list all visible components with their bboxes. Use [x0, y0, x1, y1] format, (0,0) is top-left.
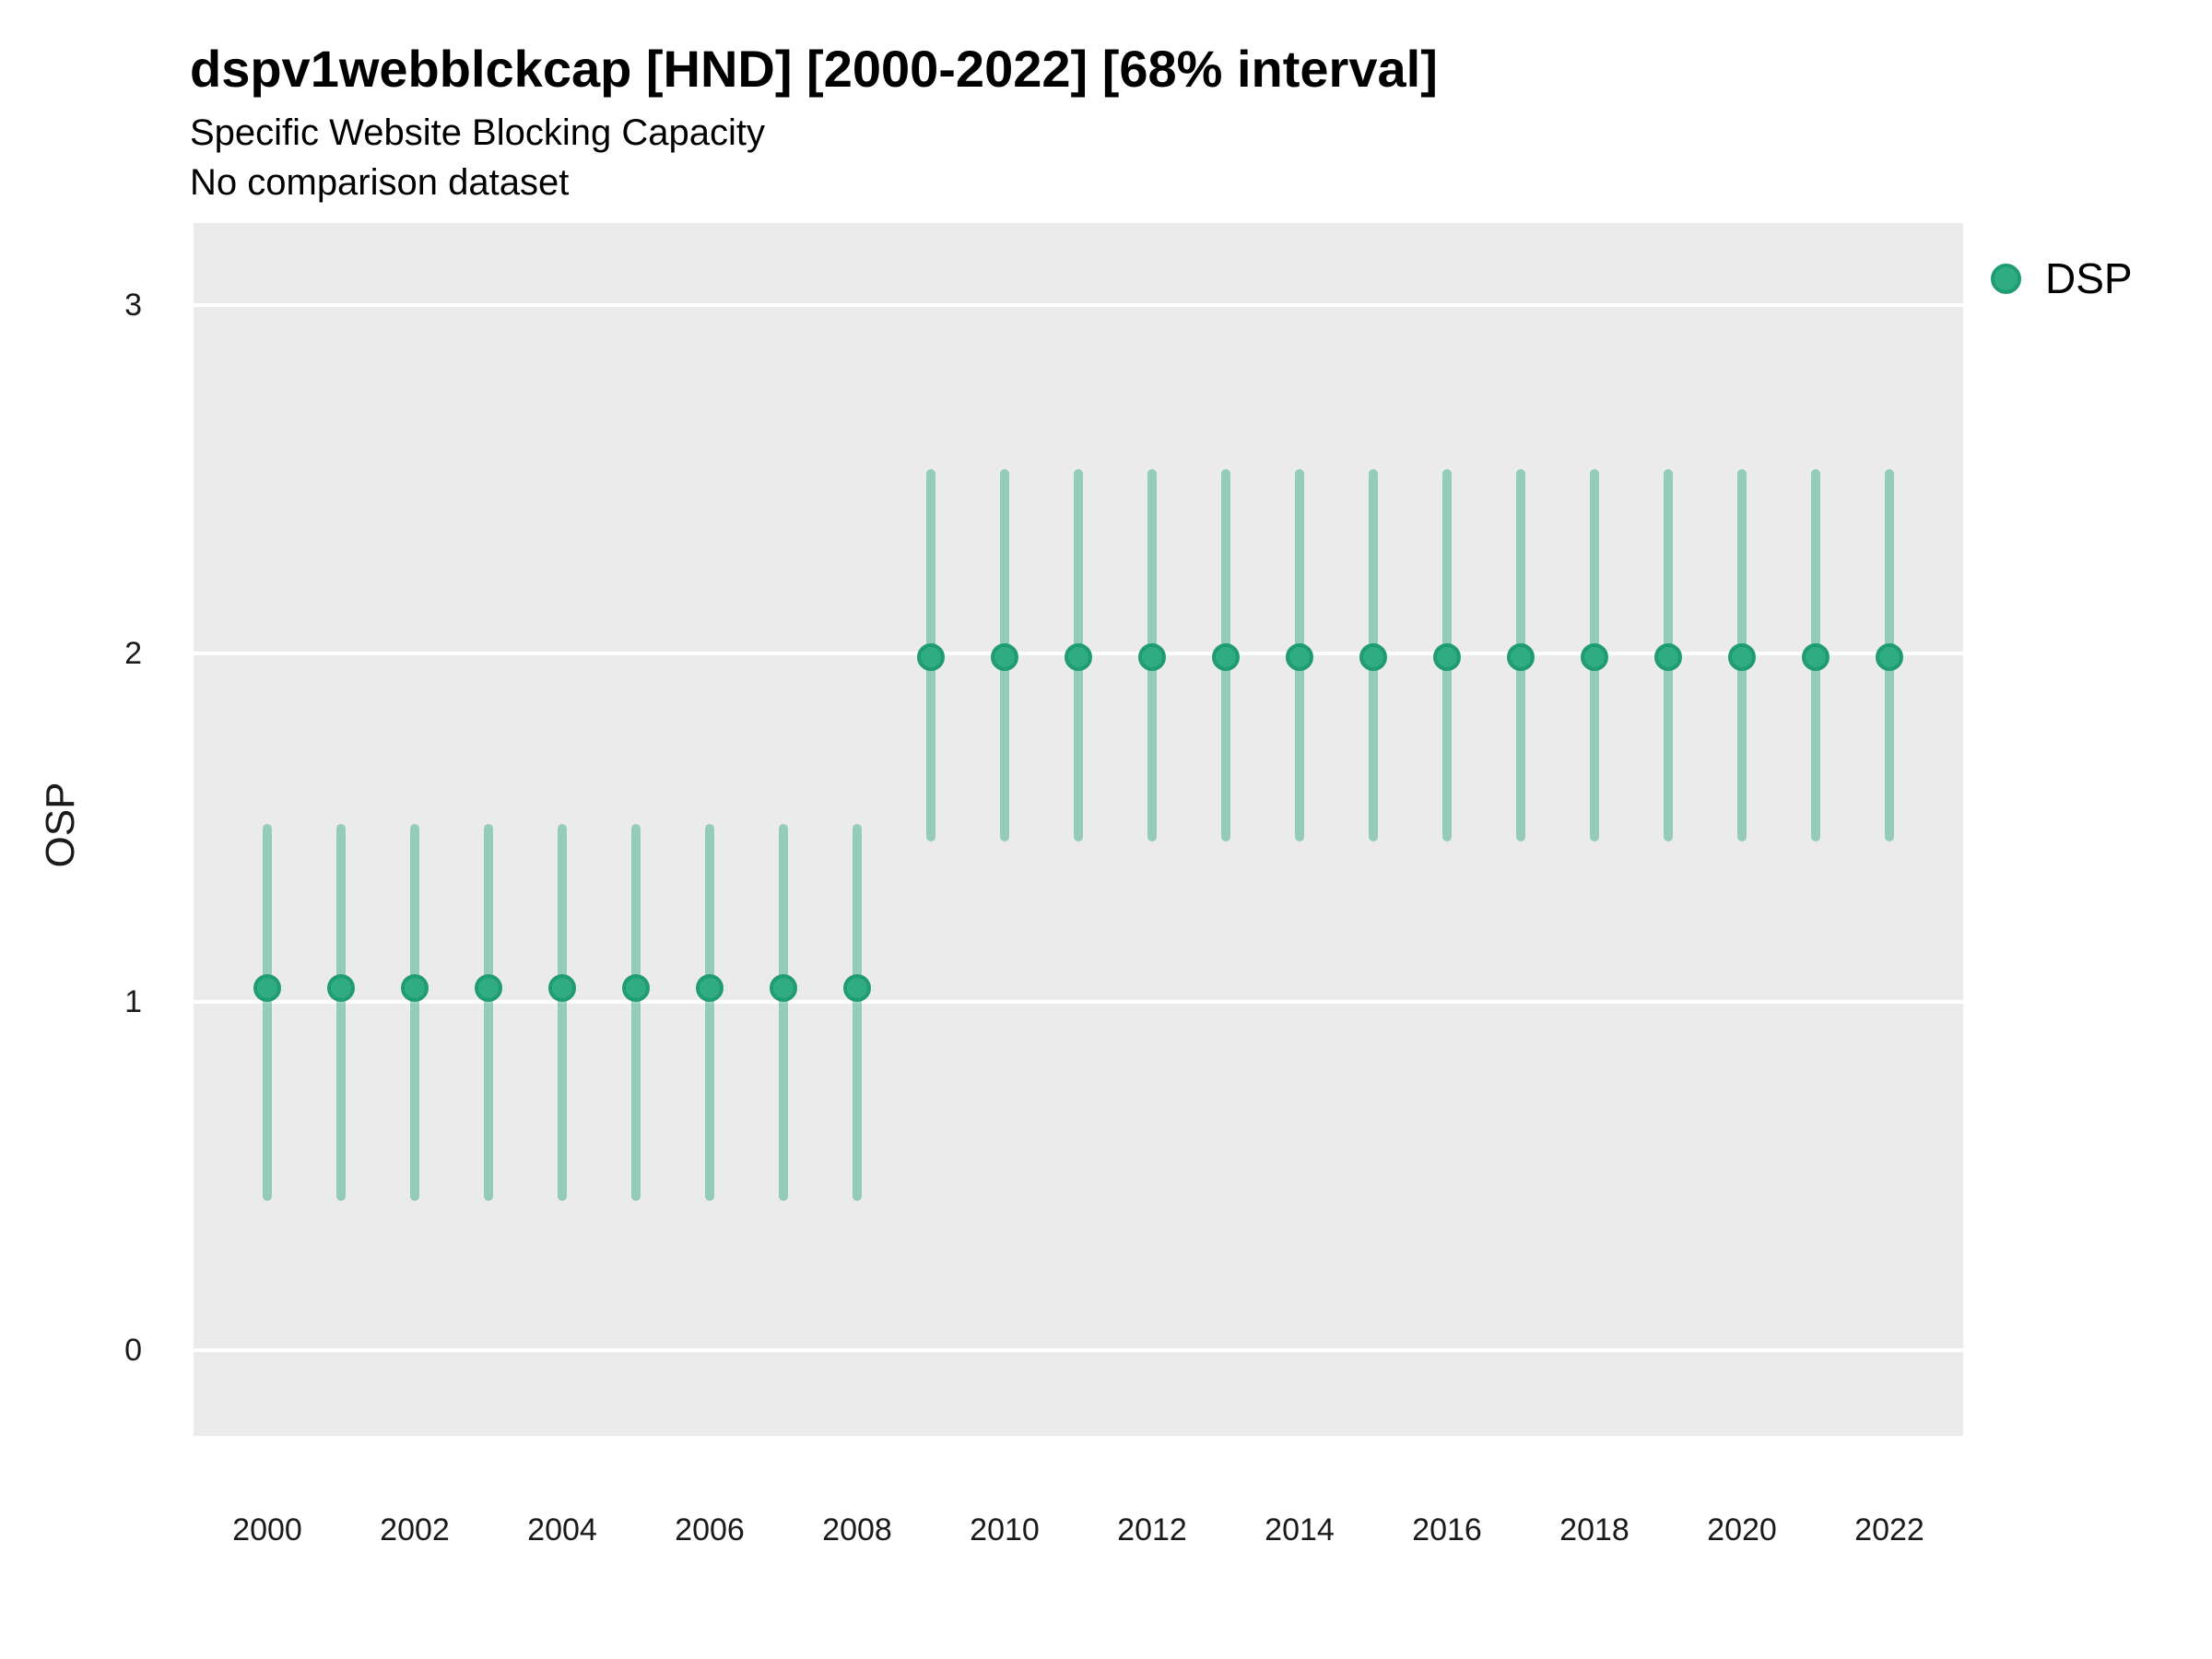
x-tick-label-2020: 2020: [1707, 1512, 1777, 1547]
chart-subtitle-line2: No comparison dataset: [190, 162, 570, 203]
data-point-2000: [253, 974, 281, 1003]
gridline-y-0: [194, 1348, 1963, 1353]
legend-label: DSP: [2045, 254, 2133, 302]
data-point-2017: [1507, 642, 1535, 671]
data-point-2014: [1286, 642, 1313, 671]
data-point-2013: [1212, 642, 1240, 671]
error-bar-2007: [779, 824, 788, 1201]
data-point-2020: [1728, 642, 1756, 671]
gridline-y-3: [194, 302, 1963, 307]
data-point-2003: [475, 974, 502, 1003]
data-point-2008: [843, 974, 871, 1003]
data-point-2006: [696, 974, 724, 1003]
error-bar-2008: [853, 824, 862, 1201]
x-tick-label-2014: 2014: [1265, 1512, 1335, 1547]
y-tick-label-3: 3: [124, 287, 142, 323]
error-bar-2001: [336, 824, 346, 1201]
x-tick-label-2010: 2010: [970, 1512, 1040, 1547]
error-bar-2003: [484, 824, 493, 1201]
plot-panel: [194, 223, 1963, 1436]
error-bar-2005: [631, 824, 641, 1201]
legend-point-icon: [1991, 263, 2021, 294]
data-point-2007: [770, 974, 797, 1003]
chart-subtitle-line1: Specific Website Blocking Capacity: [190, 112, 765, 153]
x-tick-label-2004: 2004: [527, 1512, 597, 1547]
data-point-2005: [622, 974, 650, 1003]
x-tick-label-2022: 2022: [1854, 1512, 1924, 1547]
data-point-2010: [991, 642, 1018, 671]
error-bar-2006: [705, 824, 714, 1201]
data-point-2001: [327, 974, 355, 1003]
x-tick-label-2006: 2006: [675, 1512, 745, 1547]
y-tick-label-2: 2: [124, 636, 142, 672]
data-point-2015: [1359, 642, 1387, 671]
data-point-2012: [1138, 642, 1166, 671]
x-tick-label-2002: 2002: [380, 1512, 450, 1547]
data-point-2002: [401, 974, 429, 1003]
y-axis-title: OSP: [38, 782, 83, 868]
data-point-2021: [1802, 642, 1830, 671]
x-tick-label-2018: 2018: [1559, 1512, 1630, 1547]
legend: DSP: [1991, 251, 2133, 306]
error-bar-2000: [263, 824, 272, 1201]
data-point-2004: [548, 974, 576, 1003]
gridline-y-1: [194, 1000, 1963, 1005]
error-bar-2002: [410, 824, 419, 1201]
x-tick-label-2016: 2016: [1412, 1512, 1482, 1547]
data-point-2009: [917, 642, 945, 671]
data-point-2022: [1876, 642, 1903, 671]
y-tick-label-1: 1: [124, 984, 142, 1020]
x-tick-label-2012: 2012: [1117, 1512, 1187, 1547]
x-tick-label-2000: 2000: [232, 1512, 302, 1547]
data-point-2016: [1433, 642, 1461, 671]
error-bar-2004: [558, 824, 567, 1201]
data-point-2019: [1654, 642, 1682, 671]
data-point-2018: [1581, 642, 1608, 671]
y-tick-label-0: 0: [124, 1333, 142, 1369]
chart-title: dspv1webblckcap [HND] [2000-2022] [68% i…: [190, 40, 1438, 98]
x-tick-label-2008: 2008: [822, 1512, 892, 1547]
data-point-2011: [1065, 642, 1092, 671]
